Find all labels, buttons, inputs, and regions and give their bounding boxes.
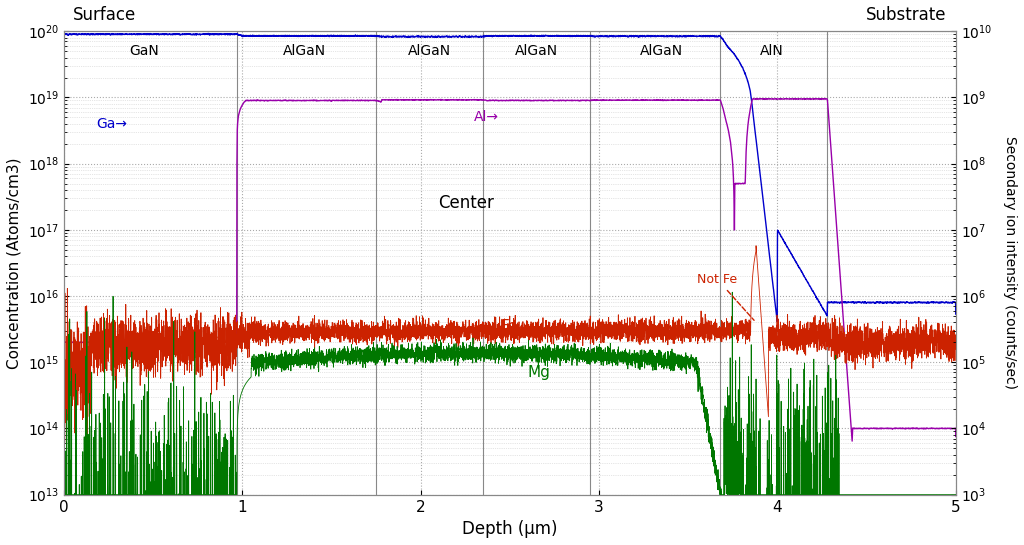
Text: AlGaN: AlGaN — [515, 44, 558, 58]
Text: AlN: AlN — [760, 44, 784, 58]
Text: GaN: GaN — [129, 44, 159, 58]
Text: Surface: Surface — [73, 7, 136, 25]
Text: Fe: Fe — [501, 319, 518, 334]
Text: Mg: Mg — [527, 365, 551, 380]
Text: Al→: Al→ — [474, 111, 499, 124]
X-axis label: Depth (μm): Depth (μm) — [462, 520, 557, 538]
Text: AlGaN: AlGaN — [408, 44, 452, 58]
Text: Center: Center — [438, 195, 495, 213]
Text: AlGaN: AlGaN — [640, 44, 683, 58]
Y-axis label: Concentration (Atoms/cm3): Concentration (Atoms/cm3) — [7, 157, 22, 368]
Text: Substrate: Substrate — [866, 7, 947, 25]
Y-axis label: Secondary ion intensity (counts/sec): Secondary ion intensity (counts/sec) — [1004, 136, 1017, 390]
Text: Not Fe: Not Fe — [697, 272, 754, 320]
Text: Ga→: Ga→ — [96, 117, 127, 131]
Text: AlGaN: AlGaN — [283, 44, 327, 58]
